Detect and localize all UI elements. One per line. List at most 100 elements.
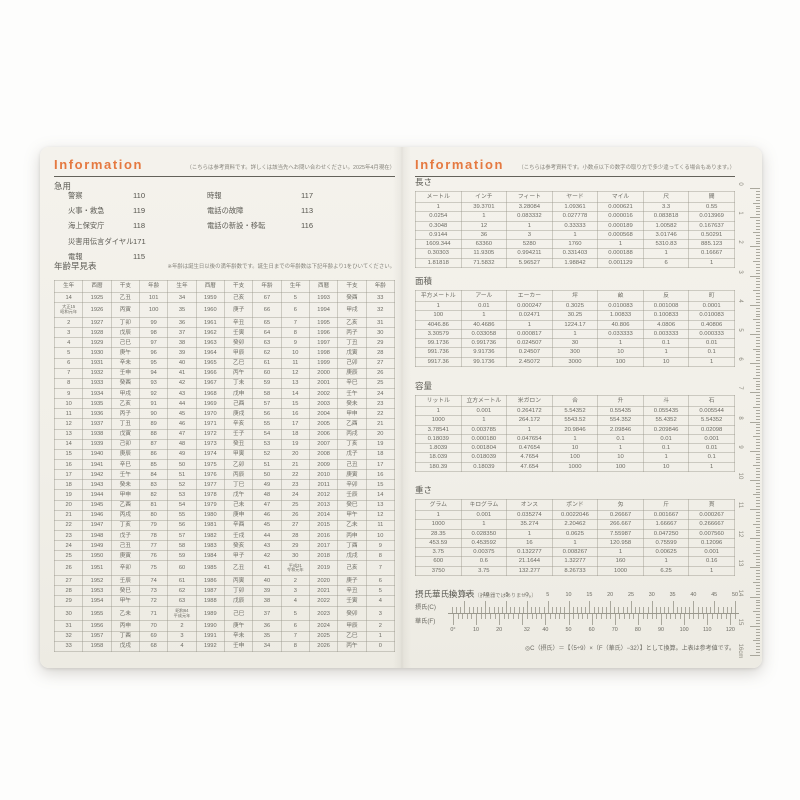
celsius-tick [589, 601, 591, 613]
celsius-tick [456, 607, 458, 613]
ruler-tick [755, 605, 760, 607]
celsius-tick [585, 607, 587, 613]
table-cell: 12 [365, 509, 396, 521]
table-cell: 2015 [308, 519, 339, 531]
table-cell: 92 [138, 387, 169, 400]
page-header-note: （こちらは参考資料です。小数点以下の数字の取り方で多少違ってくる場合もあります。… [518, 165, 735, 171]
table-cell: 辛酉 [223, 519, 254, 531]
table-row: 1 0.001 0.264172 5.54352 0.55435 0.055435 0.00… [415, 405, 735, 417]
table-cell: 丁酉 [337, 540, 367, 552]
celsius-tick [597, 607, 599, 613]
emergency-list-column-2: 時報 117 電話の故障 113 電話の新設・移転 116 [207, 191, 377, 237]
table-cell: 59 [167, 550, 197, 562]
fahrenheit-tick [591, 613, 593, 625]
table-cell: 57 [167, 529, 197, 542]
ruler-number: 16cm [737, 643, 743, 659]
fahrenheit-tick-label: 120 [725, 627, 735, 633]
table-cell: 44 [252, 529, 282, 542]
ruler-tick [755, 576, 760, 578]
table-cell: 昭和64 平成元年 [167, 605, 197, 622]
table-cell: 22 [365, 408, 396, 420]
ruler-tick [750, 304, 760, 306]
table-cell: 43 [252, 540, 282, 552]
scale-baseline [448, 613, 739, 614]
fahrenheit-tick [559, 613, 561, 619]
table-cell: 3 [365, 605, 396, 622]
ruler-tick [755, 491, 760, 493]
table-cell: 己亥 [337, 560, 367, 577]
emergency-number: 113 [301, 206, 314, 216]
table-row: 3.78541 0.003785 1 20.9846 2.09846 0.209846 0.… [415, 424, 735, 435]
table-cell: 50 [252, 469, 282, 481]
table-cell: 43 [167, 387, 197, 400]
celsius-tick [676, 607, 678, 613]
table-cell: 戊申 [223, 387, 254, 400]
table-row: 0.30303 11.9305 0.994211 0.331403 0.000188 1 0… [415, 248, 735, 259]
area-table: 平方メートル アール エーカー坪畝反町 1 0.01 0.000247 0.3025 0.01… [415, 290, 735, 368]
ruler-tick [755, 386, 760, 388]
table-cell: 14 [53, 291, 84, 304]
table-cell: 丙午 [223, 367, 254, 379]
fahrenheit-tick [610, 613, 612, 619]
table-cell: 1998 [308, 347, 339, 359]
table-cell: 庚午 [223, 620, 254, 632]
age-table-title: 年齢早見表 [54, 261, 97, 271]
table-cell: 101 [138, 291, 169, 304]
table-cell: 83 [138, 479, 169, 491]
table-cell: 1935 [82, 398, 112, 410]
celsius-tick-label: 0 [525, 592, 529, 598]
table-cell: 壬子 [223, 428, 254, 440]
table-cell: 3 [167, 630, 197, 642]
table-cell: 辛卯 [110, 560, 140, 577]
table-cell: 壬午 [110, 469, 140, 481]
celsius-tick [643, 607, 645, 613]
fahrenheit-tick [480, 613, 482, 619]
table-cell: 38 [252, 595, 282, 607]
ruler-tick [753, 260, 760, 262]
temp-scale-title: 摂氏華氏換算表（計量器ではありません） [415, 589, 537, 599]
table-cell: 34 [167, 291, 197, 304]
celsius-tick [472, 607, 474, 613]
table-cell: 25 [53, 550, 84, 562]
fahrenheit-tick [707, 613, 709, 625]
table-cell: 34 [252, 640, 282, 653]
table-cell: 壬申 [223, 640, 254, 653]
ruler-tick [755, 447, 760, 449]
celsius-tick-label: 50 [732, 592, 738, 598]
emergency-number: 119 [133, 206, 146, 216]
table-cell: 11 [365, 519, 396, 531]
table-cell: 25 [365, 377, 396, 389]
table-cell: 4 [53, 337, 84, 349]
ruler-tick [755, 649, 760, 651]
table-cell: 84 [138, 469, 169, 481]
ruler-tick [755, 374, 760, 376]
table-row: 10 1935 乙亥 91 44 1969 己酉 57 15 2003 癸未 23 [53, 398, 396, 410]
table-cell: 55 [167, 509, 197, 521]
ruler-tick [755, 628, 760, 630]
ruler-tick [755, 196, 760, 198]
table-cell: 23 [365, 398, 396, 410]
celsius-tick [655, 607, 657, 613]
table-cell: 96 [138, 347, 169, 359]
table-cell: 丙戌 [110, 509, 140, 521]
table-cell: 2008 [308, 448, 339, 460]
ruler-tick [755, 535, 760, 537]
celsius-tick [639, 607, 641, 613]
table-cell: 己卯 [110, 438, 140, 450]
table-cell: 6 [365, 575, 396, 587]
ruler-tick [755, 284, 760, 286]
ruler-tick [755, 380, 760, 382]
table-cell: 40 [252, 575, 282, 587]
table-cell: 16 [365, 469, 396, 481]
ruler-tick [753, 290, 760, 292]
table-cell: 63 [167, 595, 197, 607]
fahrenheit-tick [517, 613, 519, 619]
table-cell: 丁丑 [337, 337, 367, 349]
table-cell: 丙寅 [110, 302, 140, 318]
table-cell: 丁未 [223, 377, 254, 389]
ruler-tick [750, 655, 760, 657]
right-page-header: Information （こちらは参考資料です。小数点以下の数字の取り方で多少違… [415, 155, 735, 177]
table-cell: 5 [365, 585, 396, 597]
emergency-label: 警察 [68, 191, 83, 200]
table-cell: 2000 [308, 367, 339, 379]
